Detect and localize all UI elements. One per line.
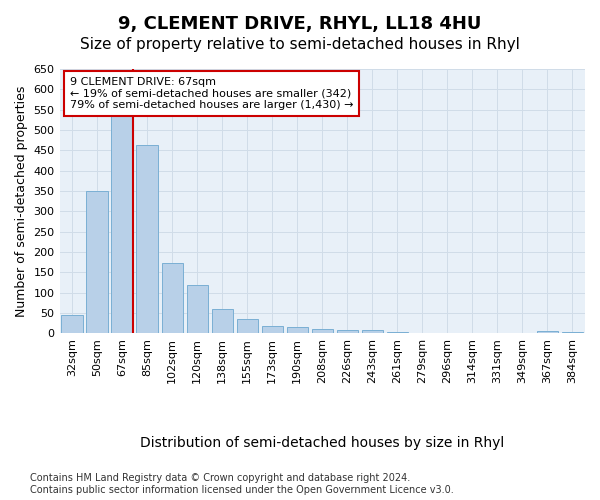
Bar: [187, 286, 208, 333]
Text: Contains HM Land Registry data © Crown copyright and database right 2024.
Contai: Contains HM Land Registry data © Crown c…: [30, 474, 454, 495]
Text: Size of property relative to semi-detached houses in Rhyl: Size of property relative to semi-detach…: [80, 38, 520, 52]
Bar: [311, 329, 333, 333]
Bar: [161, 264, 183, 333]
Bar: [537, 331, 558, 333]
Bar: [86, 192, 108, 333]
Bar: [362, 330, 383, 333]
Bar: [562, 332, 583, 333]
Bar: [136, 144, 158, 333]
Bar: [112, 116, 133, 333]
Y-axis label: Number of semi-detached properties: Number of semi-detached properties: [15, 86, 28, 317]
X-axis label: Distribution of semi-detached houses by size in Rhyl: Distribution of semi-detached houses by …: [140, 436, 505, 450]
Bar: [236, 319, 258, 333]
Text: 9 CLEMENT DRIVE: 67sqm
← 19% of semi-detached houses are smaller (342)
79% of se: 9 CLEMENT DRIVE: 67sqm ← 19% of semi-det…: [70, 77, 353, 110]
Bar: [212, 310, 233, 333]
Bar: [387, 332, 408, 333]
Text: 9, CLEMENT DRIVE, RHYL, LL18 4HU: 9, CLEMENT DRIVE, RHYL, LL18 4HU: [118, 15, 482, 33]
Bar: [287, 327, 308, 333]
Bar: [61, 314, 83, 333]
Bar: [337, 330, 358, 333]
Bar: [262, 326, 283, 333]
